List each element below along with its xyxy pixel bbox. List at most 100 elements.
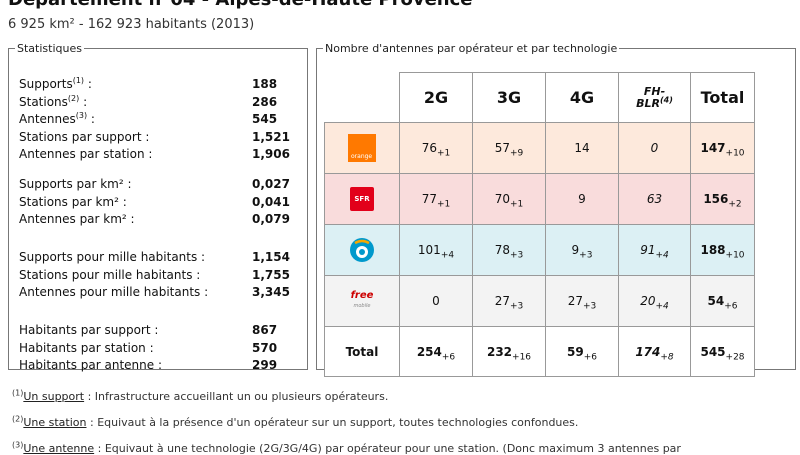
stat-label-suffix: : — [79, 94, 88, 109]
stat-label: Stations par km² : — [19, 194, 127, 212]
antenna-count-cell: 78+3 — [472, 224, 546, 276]
stat-value: 0,041 — [252, 194, 290, 209]
stat-label: Supports pour mille habitants : — [19, 249, 205, 267]
cell-delta: +6 — [583, 351, 597, 362]
header-fh-note: (4) — [659, 94, 673, 104]
antenna-count-cell: 9+3 — [545, 224, 619, 276]
header-fh-label: FH- — [643, 84, 666, 98]
cell-delta: +3 — [510, 250, 524, 261]
stat-label: Antennes par station : — [19, 146, 152, 164]
cell-delta: +3 — [510, 301, 524, 312]
footnote: (3)Une antenne : Equivaut à une technolo… — [12, 440, 681, 455]
cell-delta: +10 — [725, 250, 745, 261]
cell-value: 147 — [700, 141, 726, 155]
operators-panel: Nombre d'antennes par opérateur et par t… — [316, 42, 796, 377]
statistics-legend: Statistiques — [17, 42, 82, 55]
stat-value: 188 — [252, 77, 278, 91]
header-total: Total — [690, 72, 755, 123]
operator-total-cell: 156+2 — [690, 173, 755, 225]
stat-label-text: Supports pour mille habitants : — [19, 250, 206, 264]
stat-value: 0,027 — [252, 177, 290, 191]
stat-footnote-ref: (1) — [72, 76, 85, 85]
stat-value: 0,079 — [252, 212, 290, 226]
cell-delta: +8 — [660, 351, 674, 362]
free-logo-icon: free mobile — [351, 291, 374, 311]
technology-total-cell: 254+6 — [399, 326, 473, 377]
page-title: Département n°04 - Alpes-de-Haute Proven… — [8, 0, 473, 10]
cell-value: 27 — [567, 294, 583, 308]
cell-value: 63 — [646, 192, 663, 206]
stat-label-text: Habitants par antenne : — [19, 358, 162, 372]
cell-value: 9 — [578, 192, 586, 206]
cell-value: 20 — [640, 294, 656, 308]
cell-delta: +28 — [725, 351, 745, 362]
stat-row: Stations par km² : 0,041 — [19, 194, 304, 212]
stat-row: Habitants par support : 867 — [19, 322, 304, 340]
stat-label-text: Habitants par support : — [19, 323, 159, 337]
footnote-number: (3) — [12, 440, 24, 450]
antenna-count-cell: 14 — [545, 122, 619, 174]
cell-value: 101 — [417, 243, 441, 257]
stat-label-suffix: : — [84, 77, 92, 91]
antenna-count-cell: 63 — [618, 173, 691, 225]
cell-delta: +16 — [512, 351, 532, 362]
stat-row: Habitants par antenne : 299 — [19, 357, 304, 375]
stat-label-text: Stations — [19, 94, 68, 109]
cell-delta: +2 — [728, 199, 742, 210]
footnote-term: Un support — [23, 390, 85, 403]
stat-label: Stations pour mille habitants : — [19, 267, 200, 285]
stat-row: Antennes par station : 1,906 — [19, 146, 304, 164]
stat-label-text: Habitants par station : — [19, 340, 154, 355]
cell-value: 156 — [703, 192, 729, 206]
operator-row-free: free mobile 0 27+3 27+3 20+4 54+6 — [324, 275, 755, 327]
stat-label-text: Stations pour mille habitants : — [19, 267, 201, 282]
stat-value: 286 — [252, 94, 278, 109]
page-subtitle: 6 925 km² - 162 923 habitants (2013) — [8, 17, 255, 32]
footnote-text: : Equivaut à la présence d'un opérateur … — [86, 416, 579, 429]
stat-row: Antennes pour mille habitants : 3,345 — [19, 284, 304, 302]
footnote: (1)Un support : Infrastructure accueilla… — [12, 389, 388, 403]
stat-label-text: Supports — [19, 77, 73, 91]
orange-logo-icon: orange — [348, 134, 376, 162]
stat-row: Antennes par km² : 0,079 — [19, 211, 304, 229]
footnote-term: Une station — [23, 416, 87, 429]
cell-delta: +1 — [437, 199, 451, 210]
stat-group: Supports(1) : 188 Stations(2) : 286 Antennes… — [19, 76, 304, 164]
table-corner — [325, 73, 400, 123]
antenna-count-cell: 27+3 — [545, 275, 619, 327]
operator-row-sfr: SFR 77+1 70+1 9 63 156+2 — [324, 173, 755, 225]
stat-label: Stations par support : — [19, 129, 149, 147]
cell-delta: +1 — [437, 148, 451, 159]
cell-value: 0 — [650, 141, 659, 155]
stat-value: 545 — [252, 112, 278, 126]
stat-row: Antennes(3) : 545 — [19, 111, 304, 129]
cell-value: 76 — [421, 141, 437, 155]
table-header-row: 2G 3G 4G FH- BLR(4) Total — [325, 72, 755, 123]
stat-label-text: Stations par support : — [19, 129, 150, 144]
antenna-count-cell: 9 — [545, 173, 619, 225]
stat-label-text: Antennes par km² : — [19, 212, 135, 226]
cell-value: 545 — [700, 344, 726, 359]
stat-label: Supports(1) : — [19, 76, 92, 94]
stat-label: Antennes pour mille habitants : — [19, 284, 208, 302]
antenna-count-cell: 20+4 — [618, 275, 691, 327]
operators-legend: Nombre d'antennes par opérateur et par t… — [325, 42, 618, 55]
free-logo-text: free — [350, 290, 374, 301]
stat-label: Supports par km² : — [19, 176, 132, 194]
stat-row: Habitants par station : 570 — [19, 340, 304, 358]
stat-footnote-ref: (3) — [75, 111, 88, 120]
cell-delta: +1 — [510, 199, 524, 210]
stat-value: 1,154 — [252, 250, 290, 264]
cell-delta: +3 — [579, 250, 593, 261]
stat-row: Stations par support : 1,521 — [19, 129, 304, 147]
stat-value: 1,906 — [252, 147, 290, 161]
cell-value: 91 — [640, 243, 656, 257]
cell-value: 254 — [416, 344, 442, 359]
antenna-count-cell: 101+4 — [399, 224, 473, 276]
stat-label: Habitants par support : — [19, 322, 158, 340]
cell-value: 59 — [567, 344, 584, 359]
cell-value: 57 — [494, 141, 510, 155]
cell-delta: +10 — [725, 148, 745, 159]
stat-group: Supports pour mille habitants : 1,154 Stat… — [19, 249, 304, 302]
cell-value: 77 — [421, 192, 437, 206]
